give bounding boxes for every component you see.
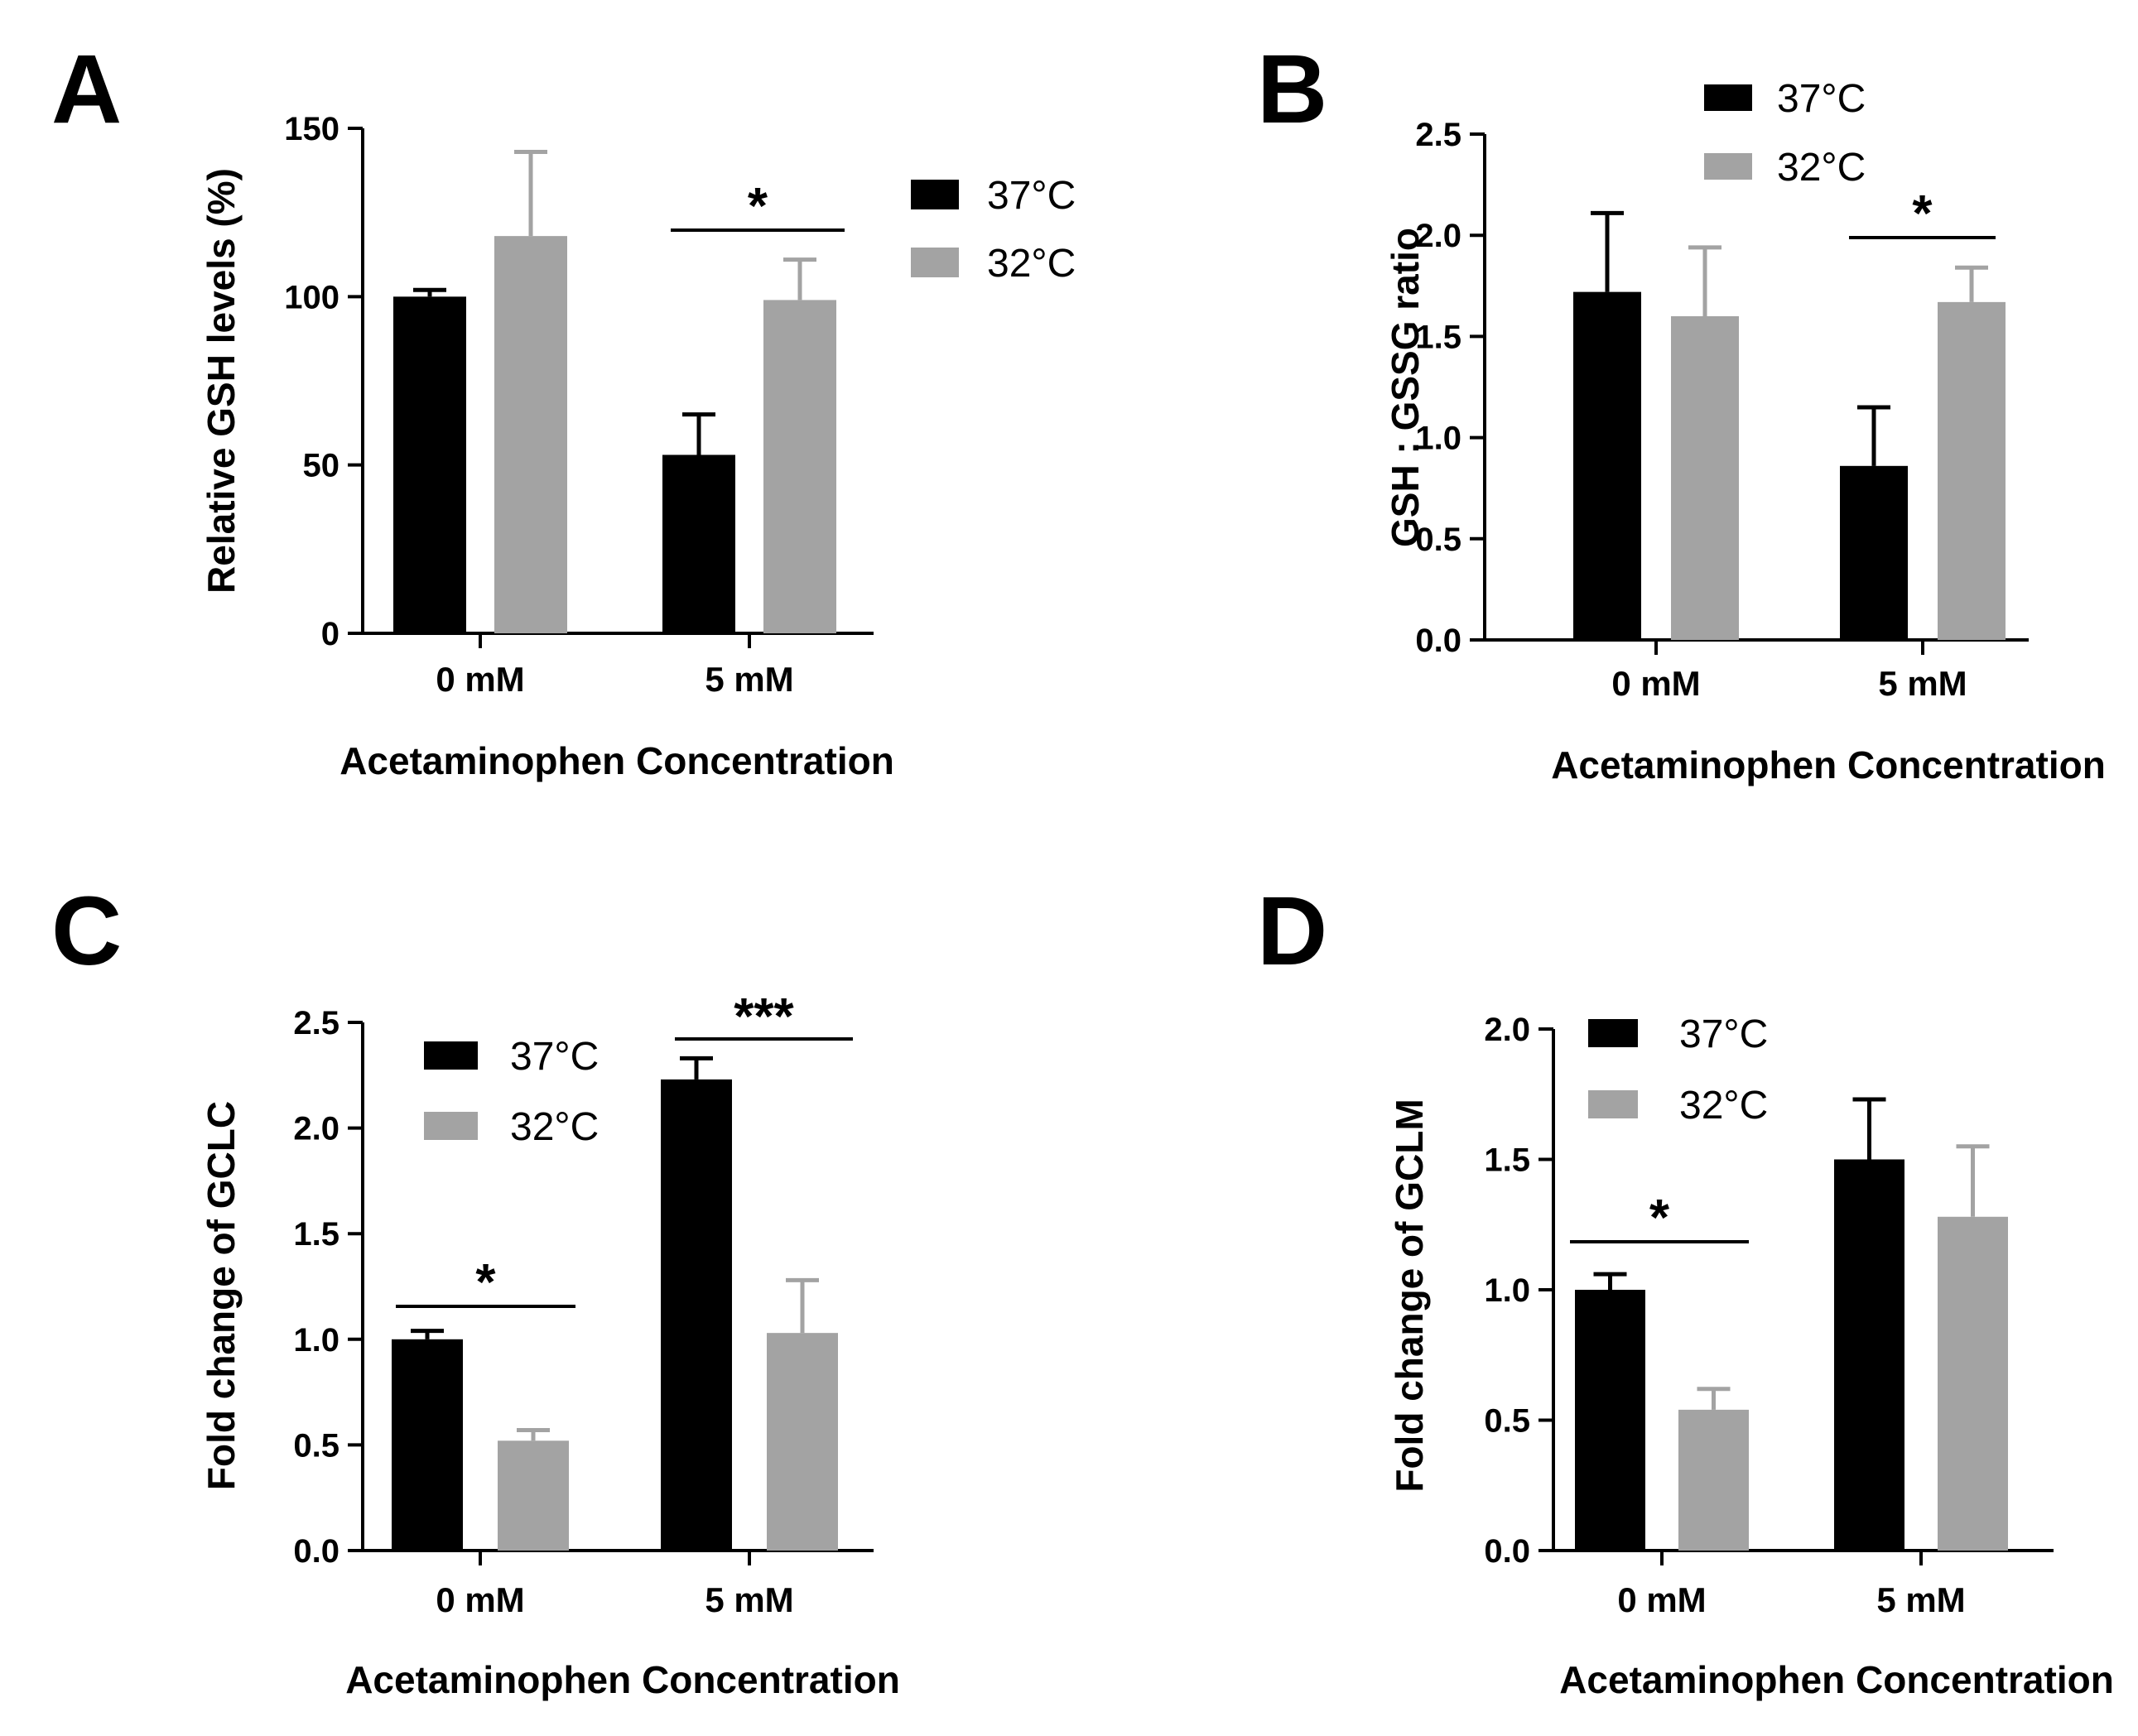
bar-37c-0mm [1573, 291, 1641, 640]
x-tick-label: 0 mM [436, 660, 524, 699]
panel-letter: C [51, 877, 122, 986]
bar-32c-5mm [767, 1333, 838, 1551]
legend: 37°C 32°C [911, 174, 1076, 286]
bar-37c-0mm [393, 296, 466, 633]
significance-label: * [1912, 185, 1933, 243]
y-tick-label: 1.0 [1415, 421, 1461, 457]
y-tick-label: 2.0 [1484, 1012, 1530, 1048]
legend-swatch-32c [1704, 153, 1752, 180]
legend-swatch-32c [424, 1112, 478, 1140]
bar-32c-0mm [494, 236, 567, 633]
panel-letter: A [51, 35, 122, 144]
legend-swatch-32c [1588, 1090, 1638, 1118]
panel-c: C 0.0 0.5 1.0 1.5 2.0 2.5 0 mM 5 mM Acetaminophen… [51, 877, 900, 1701]
x-axis-title: Acetaminophen Concentration [1551, 743, 2106, 786]
legend-label-32c: 32°C [510, 1105, 599, 1149]
legend-swatch-37c [424, 1041, 478, 1070]
x-axis-title: Acetaminophen Concentration [339, 739, 894, 782]
bar-32c-5mm [1938, 1216, 2008, 1551]
y-tick-label: 2.5 [293, 1005, 339, 1041]
legend: 37°C 32°C [424, 1035, 599, 1149]
y-axis-title: Fold change of GCLC [200, 1101, 243, 1490]
legend-label-32c: 32°C [987, 242, 1076, 286]
legend: 37°C 32°C [1704, 77, 1866, 190]
x-tick-label: 0 mM [436, 1580, 524, 1619]
y-axis-title: Relative GSH levels (%) [200, 168, 243, 594]
x-axis-title: Acetaminophen Concentration [1559, 1658, 2114, 1701]
y-tick-label: 100 [284, 279, 339, 315]
y-tick-label: 50 [303, 448, 340, 484]
y-tick-label: 1.0 [1484, 1272, 1530, 1309]
x-tick-label: 5 mM [705, 1580, 793, 1619]
bar-37c-5mm [662, 454, 735, 633]
panel-a: A 0 50 100 150 0 mM 5 mM Acetaminophen Concentr… [51, 35, 1076, 782]
y-tick-label: 2.0 [1415, 218, 1461, 254]
x-axis-title: Acetaminophen Concentration [345, 1658, 900, 1701]
panel-d: D 0.0 0.5 1.0 1.5 2.0 0 mM 5 mM Acetaminophen Co… [1257, 877, 2114, 1701]
significance-label: * [1649, 1190, 1670, 1247]
legend-label-37c: 37°C [510, 1035, 599, 1079]
y-tick-label: 1.5 [1415, 319, 1461, 355]
y-tick-label: 0.5 [1415, 522, 1461, 558]
legend-swatch-37c [1704, 84, 1752, 111]
legend-label-37c: 37°C [987, 174, 1076, 218]
bar-37c-5mm [1834, 1159, 1904, 1551]
x-tick-label: 5 mM [705, 660, 793, 699]
bar-37c-0mm [392, 1339, 463, 1551]
x-tick-label: 5 mM [1878, 664, 1967, 703]
y-tick-label: 2.0 [293, 1111, 339, 1147]
x-tick-label: 0 mM [1611, 664, 1700, 703]
panel-b: B 0.0 0.5 1.0 1.5 2.0 2.5 0 mM 5 mM Acetaminophen… [1257, 35, 2106, 786]
y-tick-label: 0.5 [293, 1427, 339, 1464]
legend-label-37c: 37°C [1679, 1012, 1768, 1056]
y-tick-label: 2.5 [1415, 117, 1461, 153]
y-tick-label: 1.0 [293, 1322, 339, 1359]
y-tick-label: 0.0 [1415, 623, 1461, 659]
x-tick-label: 5 mM [1876, 1580, 1965, 1619]
bar-32c-5mm [1938, 301, 2006, 640]
y-tick-label: 0.5 [1484, 1403, 1530, 1440]
legend-label-37c: 37°C [1777, 77, 1866, 121]
bar-37c-5mm [661, 1079, 732, 1551]
significance-label: *** [734, 988, 794, 1046]
legend-label-32c: 32°C [1679, 1084, 1768, 1128]
legend-swatch-32c [911, 248, 959, 277]
y-axis-title: GSH : GSSG ratio [1384, 228, 1427, 547]
legend-swatch-37c [911, 180, 959, 209]
legend-label-32c: 32°C [1777, 146, 1866, 190]
y-tick-label: 1.5 [1484, 1142, 1530, 1179]
bar-32c-0mm [1671, 315, 1739, 640]
y-tick-label: 0.0 [293, 1533, 339, 1570]
y-tick-label: 1.5 [293, 1216, 339, 1253]
panel-letter: D [1257, 877, 1327, 986]
significance-label: * [748, 178, 768, 235]
x-tick-label: 0 mM [1617, 1580, 1706, 1619]
panel-letter: B [1257, 35, 1327, 144]
y-axis-title: Fold change of GCLM [1388, 1099, 1431, 1492]
bar-37c-0mm [1575, 1290, 1645, 1551]
bar-32c-0mm [498, 1440, 569, 1551]
y-tick-label: 0 [321, 616, 339, 652]
bar-32c-5mm [763, 300, 836, 633]
bar-32c-0mm [1678, 1409, 1749, 1551]
significance-label: * [475, 1254, 496, 1311]
legend-swatch-37c [1588, 1019, 1638, 1047]
y-tick-label: 0.0 [1484, 1533, 1530, 1570]
y-tick-label: 150 [284, 111, 339, 147]
bar-37c-5mm [1840, 465, 1908, 640]
legend: 37°C 32°C [1588, 1012, 1768, 1128]
